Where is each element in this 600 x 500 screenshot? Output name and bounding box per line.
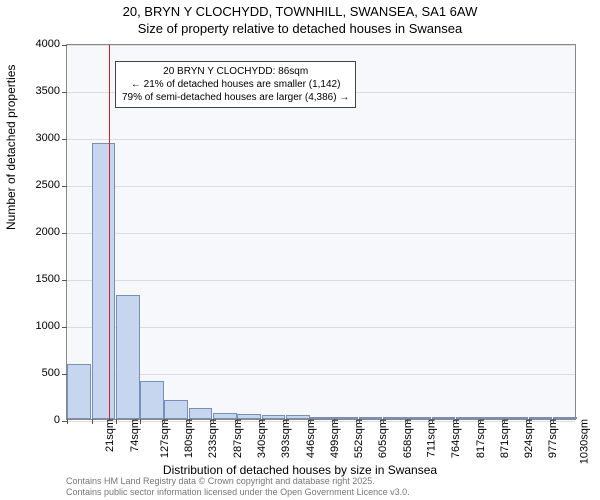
annotation-line2: ← 21% of detached houses are smaller (1,… (122, 78, 349, 91)
annotation-line3: 79% of semi-detached houses are larger (… (122, 91, 349, 104)
credit-line1: Contains HM Land Registry data © Crown c… (66, 476, 410, 487)
xtick-mark (504, 419, 505, 424)
grid-line (67, 45, 575, 46)
ytick-mark (62, 233, 67, 234)
xtick-mark (189, 419, 190, 424)
ytick-mark (62, 92, 67, 93)
title-line2: Size of property relative to detached ho… (0, 21, 600, 38)
xtick-mark (286, 419, 287, 424)
xtick-mark (67, 419, 68, 424)
xtick-label: 871sqm (499, 419, 511, 458)
ytick-mark (62, 280, 67, 281)
chart-plot-area: 21sqm74sqm127sqm180sqm233sqm287sqm340sqm… (66, 44, 576, 420)
ytick-label: 3500 (10, 85, 60, 97)
xtick-mark (334, 419, 335, 424)
histogram-bar (189, 408, 213, 419)
xtick-label: 924sqm (523, 419, 535, 458)
histogram-bar (67, 364, 91, 419)
xtick-mark (383, 419, 384, 424)
histogram-bar (92, 143, 116, 419)
grid-line (67, 186, 575, 187)
xtick-label: 127sqm (159, 419, 171, 458)
xtick-label: 74sqm (129, 419, 141, 452)
ytick-mark (62, 139, 67, 140)
xtick-label: 605sqm (378, 419, 390, 458)
histogram-bar (140, 381, 164, 419)
property-marker-line (109, 45, 110, 419)
xtick-mark (456, 419, 457, 424)
ytick-mark (62, 45, 67, 46)
annotation-box: 20 BRYN Y CLOCHYDD: 86sqm← 21% of detach… (115, 61, 356, 108)
ytick-label: 4000 (10, 38, 60, 50)
grid-line (67, 280, 575, 281)
xtick-mark (432, 419, 433, 424)
x-axis-label: Distribution of detached houses by size … (0, 463, 600, 477)
ytick-mark (62, 186, 67, 187)
ytick-mark (62, 327, 67, 328)
credits-block: Contains HM Land Registry data © Crown c… (66, 476, 410, 498)
xtick-label: 446sqm (305, 419, 317, 458)
xtick-label: 233sqm (208, 419, 220, 458)
grid-line (67, 327, 575, 328)
grid-line (67, 374, 575, 375)
xtick-mark (359, 419, 360, 424)
ytick-label: 0 (10, 414, 60, 426)
ytick-label: 2000 (10, 226, 60, 238)
grid-line (67, 233, 575, 234)
xtick-mark (116, 419, 117, 424)
xtick-label: 180sqm (183, 419, 195, 458)
xtick-label: 340sqm (256, 419, 268, 458)
credit-line2: Contains public sector information licen… (66, 487, 410, 498)
xtick-mark (407, 419, 408, 424)
xtick-label: 287sqm (232, 419, 244, 458)
xtick-label: 764sqm (450, 419, 462, 458)
xtick-mark (213, 419, 214, 424)
xtick-label: 711sqm (425, 419, 437, 457)
title-line1: 20, BRYN Y CLOCHYDD, TOWNHILL, SWANSEA, … (0, 4, 600, 21)
ytick-label: 2500 (10, 179, 60, 191)
xtick-mark (529, 419, 530, 424)
xtick-label: 977sqm (548, 419, 560, 458)
xtick-label: 817sqm (475, 419, 487, 458)
annotation-line1: 20 BRYN Y CLOCHYDD: 86sqm (122, 65, 349, 78)
xtick-label: 21sqm (104, 419, 116, 452)
xtick-mark (553, 419, 554, 424)
grid-line (67, 139, 575, 140)
histogram-bar (116, 295, 140, 419)
ytick-label: 1000 (10, 320, 60, 332)
xtick-label: 393sqm (280, 419, 292, 458)
xtick-label: 552sqm (353, 419, 365, 458)
xtick-mark (310, 419, 311, 424)
histogram-bar (164, 400, 188, 419)
ytick-label: 3000 (10, 132, 60, 144)
xtick-label: 499sqm (329, 419, 341, 458)
ytick-label: 500 (10, 367, 60, 379)
chart-title-block: 20, BRYN Y CLOCHYDD, TOWNHILL, SWANSEA, … (0, 0, 600, 38)
xtick-label: 658sqm (402, 419, 414, 458)
ytick-label: 1500 (10, 273, 60, 285)
xtick-mark (164, 419, 165, 424)
xtick-mark (140, 419, 141, 424)
xtick-mark (237, 419, 238, 424)
xtick-mark (480, 419, 481, 424)
xtick-mark (92, 419, 93, 424)
xtick-label: 1030sqm (578, 419, 590, 464)
xtick-mark (262, 419, 263, 424)
